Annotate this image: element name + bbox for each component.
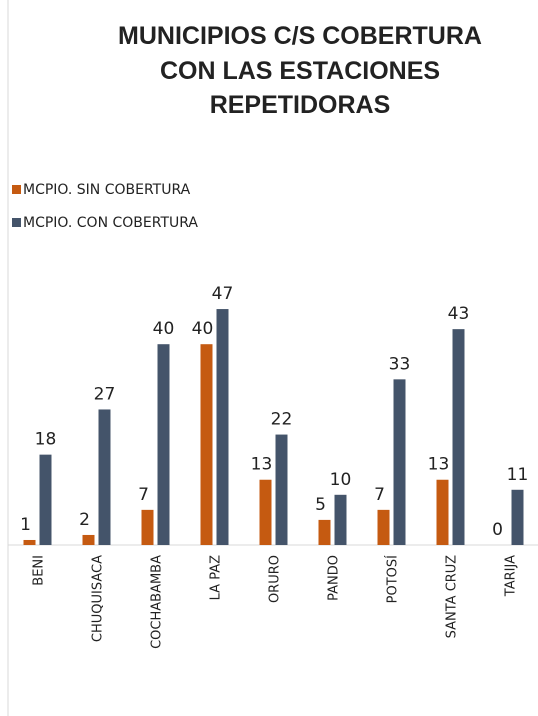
value-label: 33 [389,354,411,374]
bar [436,479,449,545]
value-label: 22 [271,410,293,430]
bar [200,344,213,545]
bar [393,379,406,545]
value-label: 27 [94,384,116,404]
bar [377,509,390,545]
x-tick-label: PANDO [327,555,342,601]
x-tick-label: TARIJA [504,555,519,597]
value-label: 10 [330,470,352,490]
x-tick-label: BENI [32,555,47,586]
x-tick-label: ORURO [268,555,283,603]
bar [82,534,95,545]
value-label: 13 [428,455,450,475]
x-tick-label: POTOSÍ [385,555,401,603]
bar [334,494,347,545]
bar [275,434,288,545]
bar [259,479,272,545]
legend-swatch [12,185,21,194]
value-label: 2 [79,510,90,530]
x-tick-label: SANTA CRUZ [445,555,460,638]
value-label: 7 [374,485,385,505]
value-label: 13 [251,455,273,475]
bar [157,344,170,545]
chart-title: REPETIDORAS [210,91,391,119]
bar [98,409,111,545]
bar [511,489,524,545]
legend-label: MCPIO. SIN COBERTURA [23,182,191,198]
value-label: 40 [192,319,214,339]
x-tick-label: CHUQUISACA [91,555,106,642]
legend-label: MCPIO. CON COBERTURA [23,215,198,231]
bar [216,309,229,545]
value-label: 47 [212,284,234,304]
chart-title: CON LAS ESTACIONES [160,57,440,85]
legend-swatch [12,218,21,227]
bar [318,519,331,545]
bar [39,454,52,545]
bar [452,329,465,545]
bar [23,539,36,545]
chart-title: MUNICIPIOS C/S COBERTURA [118,22,482,50]
value-label: 43 [448,304,470,324]
value-label: 0 [492,520,503,540]
value-label: 40 [153,319,175,339]
bar [141,509,154,545]
x-tick-label: COCHABAMBA [150,555,165,649]
value-label: 7 [138,485,149,505]
value-label: 18 [35,430,57,450]
value-label: 5 [315,495,326,515]
value-label: 11 [507,465,529,485]
value-label: 1 [20,515,31,535]
x-tick-label: LA PAZ [209,555,224,600]
